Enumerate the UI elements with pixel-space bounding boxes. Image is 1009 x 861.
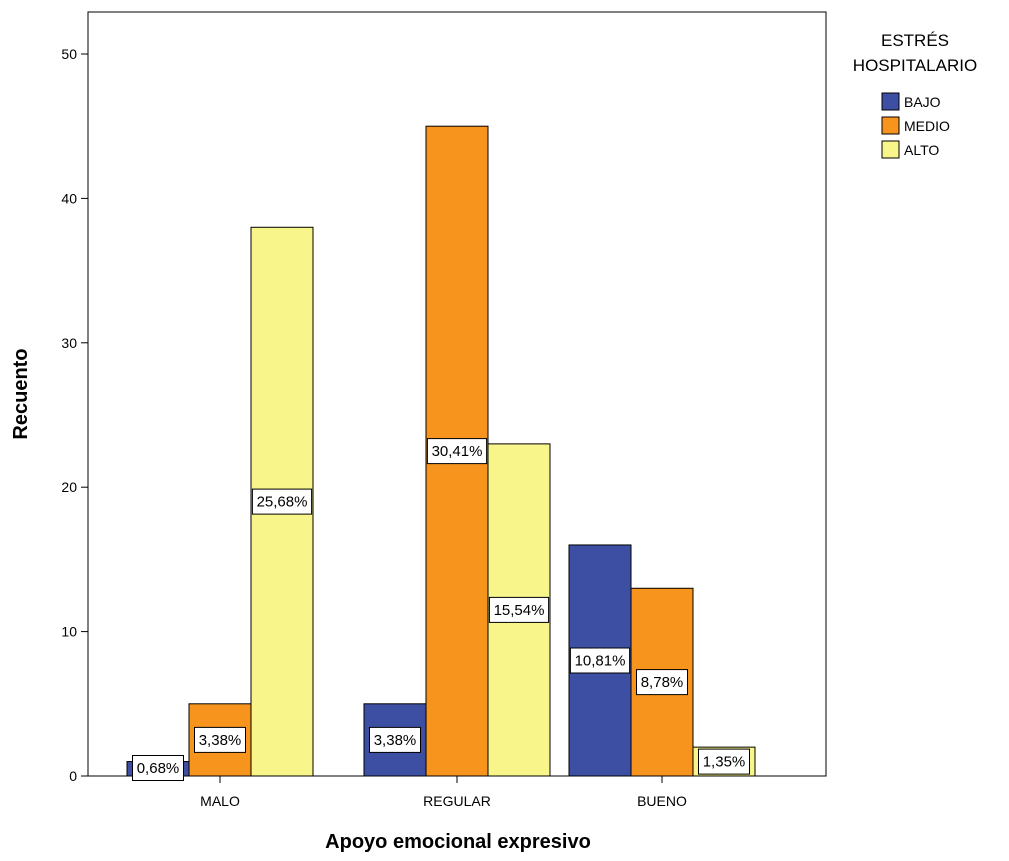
data-label-malo-medio: 3,38% bbox=[194, 726, 246, 753]
legend-swatch-bajo bbox=[881, 92, 900, 111]
data-label-bueno-medio-box bbox=[636, 669, 688, 696]
data-label-regular-medio: 30,41% bbox=[426, 438, 488, 465]
legend-label-medio: MEDIO bbox=[904, 118, 950, 134]
data-label-bueno-medio-text: 8,78% bbox=[641, 674, 684, 691]
data-label-malo-bajo-box bbox=[132, 755, 184, 781]
legend-label-alto: ALTO bbox=[904, 142, 939, 158]
x-axis: MALO REGULAR BUENO bbox=[200, 776, 687, 809]
data-label-malo-bajo: 0,68% bbox=[132, 755, 184, 781]
y-tick-label-20: 20 bbox=[61, 479, 77, 495]
y-axis: 0 10 20 30 40 50 bbox=[61, 46, 88, 784]
data-label-malo-alto-text: 25,68% bbox=[257, 494, 308, 511]
y-tick-label-0: 0 bbox=[69, 768, 77, 784]
legend-swatch-alto bbox=[881, 140, 900, 159]
data-label-regular-bajo-text: 3,38% bbox=[374, 732, 417, 749]
data-label-malo-alto-box bbox=[251, 488, 313, 515]
legend-title-line-2: HOSPITALARIO bbox=[853, 56, 977, 75]
data-label-regular-alto-text: 15,54% bbox=[494, 602, 545, 619]
x-axis-title: Apoyo emocional expresivo bbox=[325, 831, 591, 853]
data-label-regular-bajo: 3,38% bbox=[369, 726, 421, 753]
legend-label-bajo: BAJO bbox=[904, 94, 941, 110]
data-label-malo-medio-box bbox=[194, 726, 246, 753]
data-label-bueno-bajo: 10,81% bbox=[569, 647, 631, 674]
x-tick-label-regular: REGULAR bbox=[423, 793, 491, 809]
data-label-regular-medio-box bbox=[426, 438, 488, 465]
y-tick-label-30: 30 bbox=[61, 335, 77, 351]
data-label-malo-medio-text: 3,38% bbox=[199, 732, 242, 749]
data-label-regular-medio-text: 30,41% bbox=[432, 443, 483, 460]
y-tick-label-10: 10 bbox=[61, 624, 77, 640]
data-label-bueno-bajo-text: 10,81% bbox=[575, 652, 626, 669]
legend: ESTRÉS HOSPITALARIO BAJO MEDIO ALTO bbox=[853, 31, 977, 159]
data-labels-layer: 0,68% 3,38% 25,68% 3,38% 30,41% 15,54% 10,81% 8… bbox=[132, 438, 750, 781]
x-tick-label-bueno: BUENO bbox=[637, 793, 687, 809]
data-label-regular-alto-box bbox=[488, 596, 550, 623]
data-label-bueno-medio: 8,78% bbox=[636, 669, 688, 696]
data-label-malo-alto: 25,68% bbox=[251, 488, 313, 515]
y-tick-label-50: 50 bbox=[61, 46, 77, 62]
data-label-bueno-alto-text: 1,35% bbox=[703, 754, 746, 771]
data-label-bueno-alto: 1,35% bbox=[698, 748, 750, 775]
y-tick-label-40: 40 bbox=[61, 190, 77, 206]
legend-swatch-medio bbox=[881, 116, 900, 135]
data-label-regular-bajo-box bbox=[369, 726, 421, 753]
data-label-regular-alto: 15,54% bbox=[488, 596, 550, 623]
data-label-malo-bajo-text: 0,68% bbox=[137, 760, 180, 777]
legend-title-line-1: ESTRÉS bbox=[881, 31, 949, 50]
data-label-bueno-bajo-box bbox=[569, 647, 631, 674]
x-tick-label-malo: MALO bbox=[200, 793, 240, 809]
y-axis-title: Recuento bbox=[10, 348, 32, 439]
data-label-bueno-alto-box bbox=[698, 748, 750, 775]
